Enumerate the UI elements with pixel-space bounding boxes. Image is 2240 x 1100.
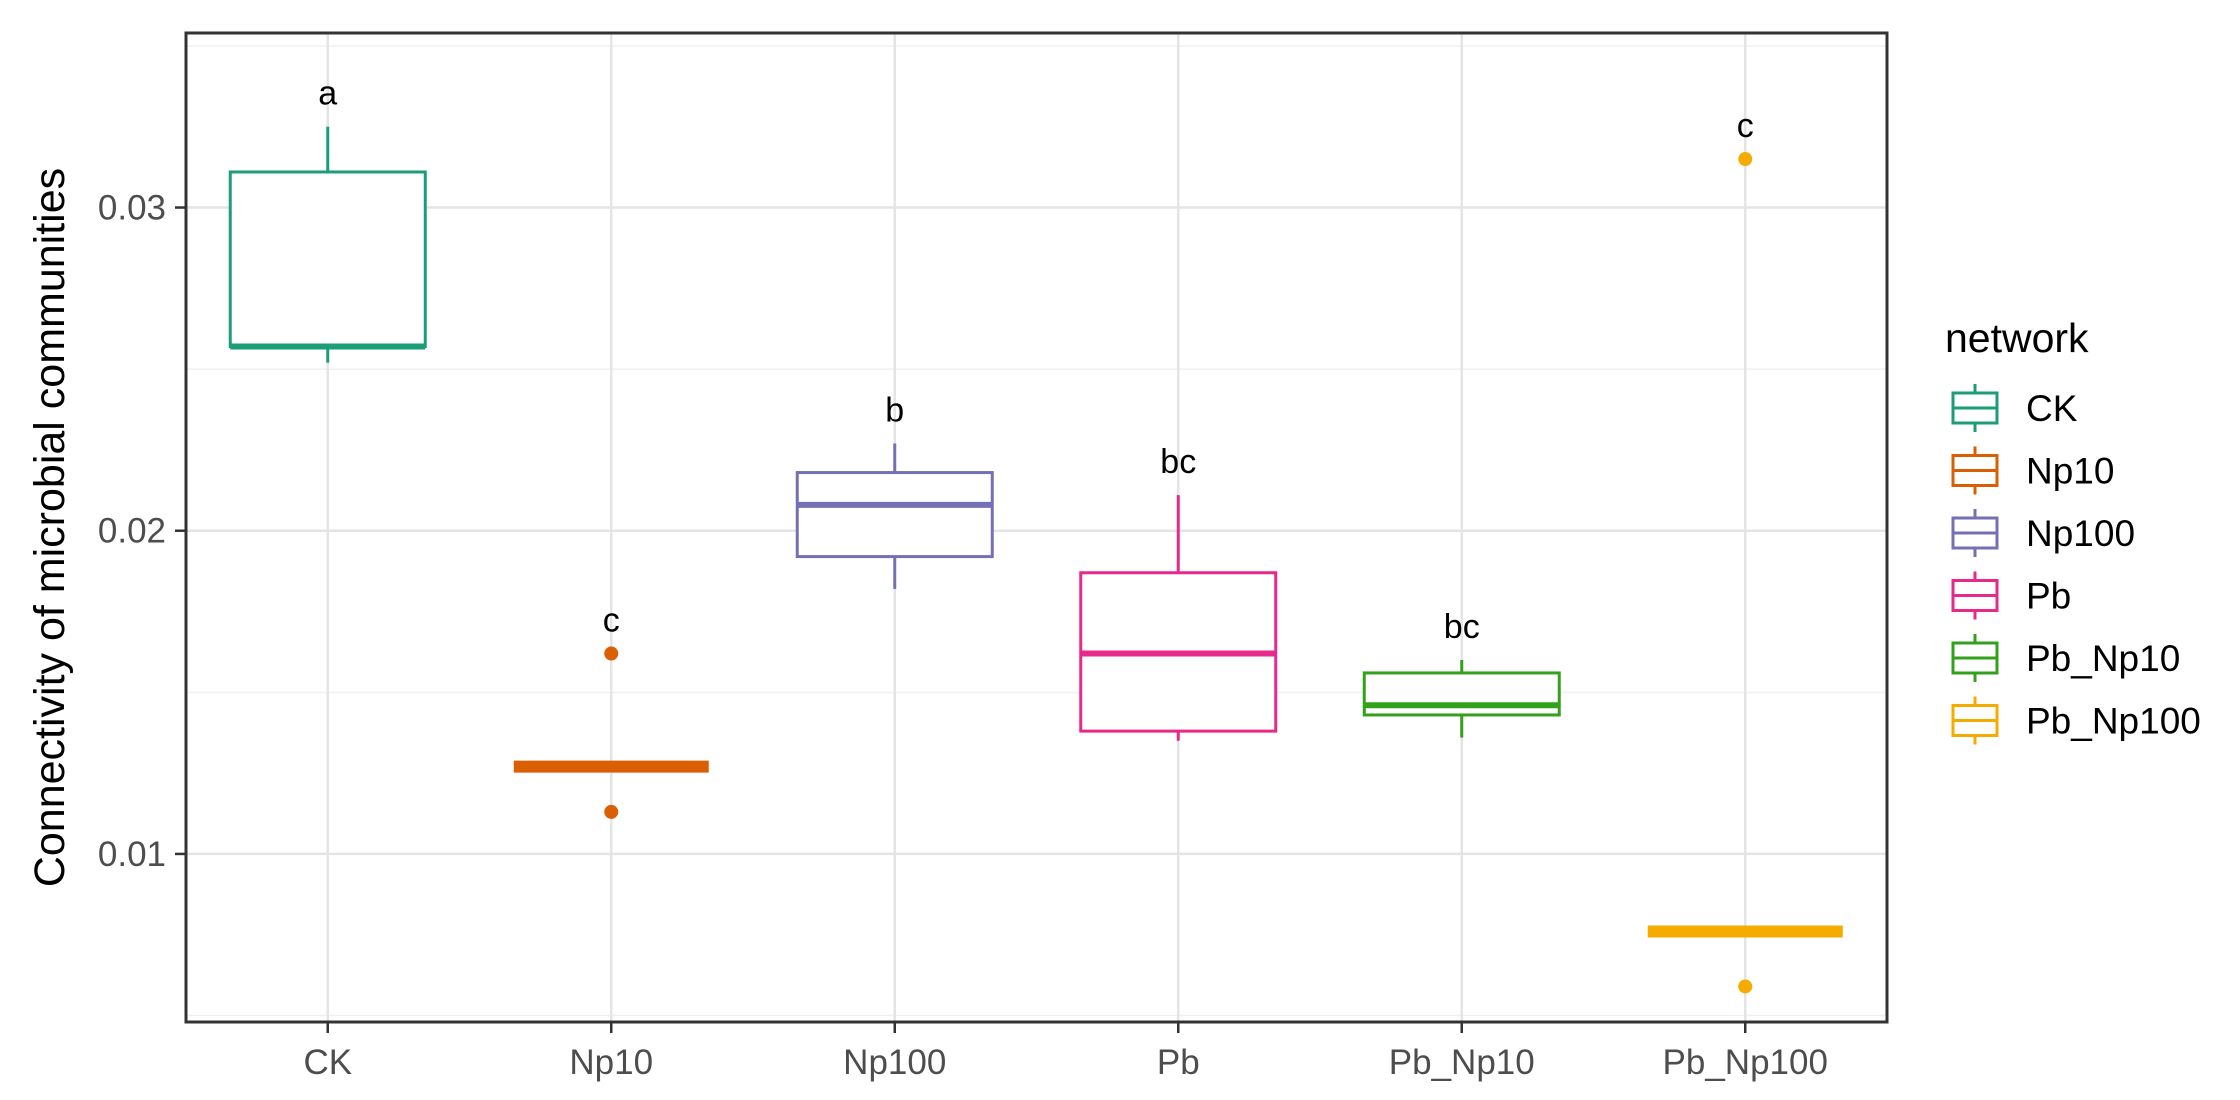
x-tick-label-Np10: Np10	[569, 1043, 653, 1082]
significance-letter-CK: a	[318, 75, 337, 113]
legend-label-Pb: Pb	[2026, 576, 2071, 617]
legend-item-Np100: Np100	[1951, 509, 2135, 557]
y-axis-title: Connectivity of microbial communities	[26, 168, 74, 887]
significance-letter-Np10: c	[603, 602, 620, 640]
outlier-Np10-0	[604, 646, 619, 661]
box-Pb	[1079, 495, 1278, 741]
x-tick-label-Pb_Np10: Pb_Np10	[1389, 1043, 1535, 1082]
legend-title: network	[1945, 315, 2089, 361]
box-iqr-Np100	[795, 471, 994, 559]
x-tick-label-Pb_Np100: Pb_Np100	[1663, 1043, 1828, 1082]
legend-label-Pb_Np100: Pb_Np100	[2026, 701, 2201, 742]
legend-item-Pb_Np10: Pb_Np10	[1951, 634, 2180, 682]
legend-label-CK: CK	[2026, 388, 2078, 429]
significance-letter-Pb_Np10: bc	[1444, 608, 1480, 646]
box-Np10	[513, 646, 709, 819]
plot-border	[184, 31, 1889, 1024]
y-tick-label-2: 0.03	[98, 189, 166, 228]
box-iqr-CK	[228, 170, 427, 349]
legend-item-Pb_Np100: Pb_Np100	[1951, 696, 2201, 745]
y-tick-label-0: 0.01	[98, 835, 166, 874]
y-tick-label-1: 0.02	[98, 512, 166, 551]
legend-label-Np10: Np10	[2026, 451, 2114, 492]
significance-letter-Pb_Np100: c	[1737, 107, 1754, 145]
box-CK	[228, 126, 427, 363]
legend-item-Pb: Pb	[1951, 571, 2071, 620]
significance-letter-Pb: bc	[1160, 443, 1196, 481]
box-Pb_Np10	[1362, 660, 1561, 738]
legend-label-Pb_Np10: Pb_Np10	[2026, 638, 2180, 679]
box-Np100	[795, 443, 994, 589]
outlier-Pb_Np100-1	[1738, 979, 1753, 994]
x-tick-label-Pb: Pb	[1157, 1043, 1200, 1082]
box-iqr-Pb_Np10	[1362, 671, 1561, 717]
legend-item-CK: CK	[1951, 384, 2078, 432]
legend-item-Np10: Np10	[1951, 446, 2114, 495]
significance-letter-Np100: b	[885, 391, 904, 429]
legend-label-Np100: Np100	[2026, 513, 2135, 554]
x-tick-label-CK: CK	[303, 1043, 352, 1082]
plot-panel	[186, 33, 1887, 1022]
outlier-Np10-1	[604, 804, 619, 819]
outlier-Pb_Np100-0	[1738, 152, 1753, 167]
box-Pb_Np100	[1647, 152, 1843, 994]
x-tick-label-Np100: Np100	[843, 1043, 946, 1082]
